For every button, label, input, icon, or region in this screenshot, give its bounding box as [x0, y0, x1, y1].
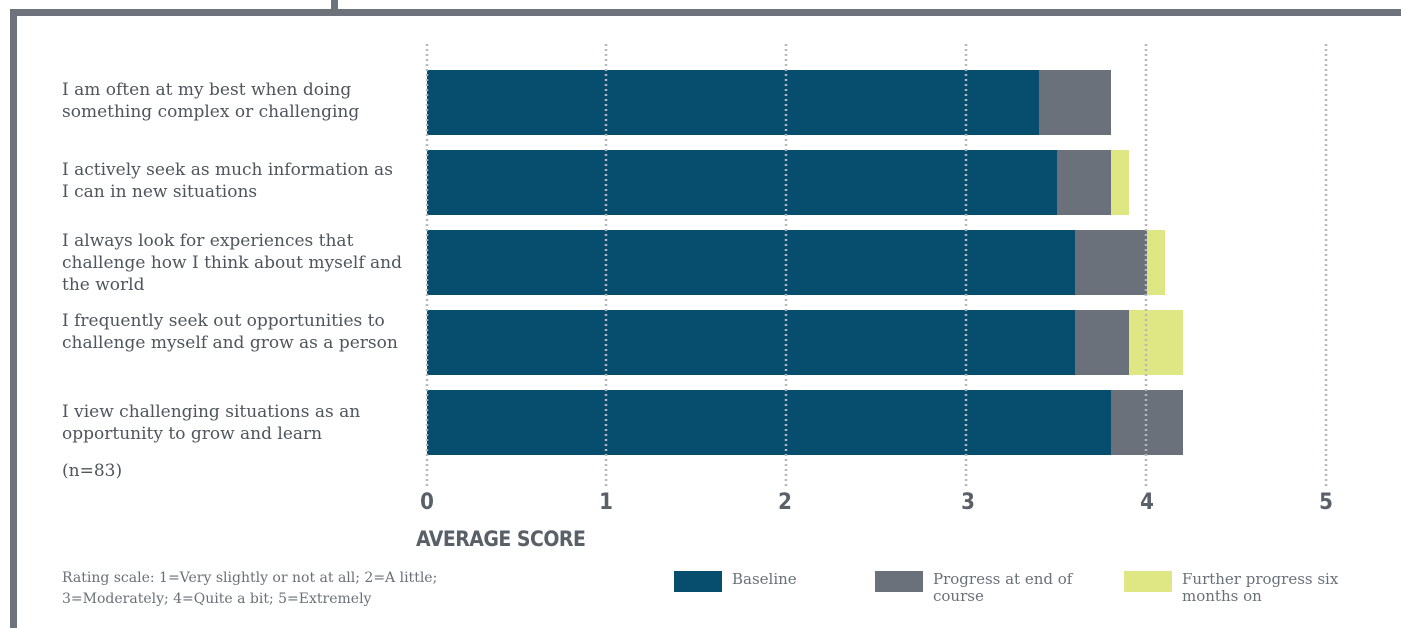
further-progress-bar-segment — [1111, 150, 1129, 215]
category-label: I frequently seek out opportunities to c… — [62, 311, 398, 353]
baseline-bar-segment — [427, 230, 1075, 295]
legend-label: Baseline — [732, 570, 797, 588]
legend-swatch — [1124, 571, 1172, 592]
baseline-bar-segment — [427, 150, 1057, 215]
x-tick-label: 5 — [1319, 490, 1333, 515]
legend-swatch — [674, 571, 722, 592]
frame-tab — [331, 0, 338, 14]
x-tick-label: 0 — [420, 490, 434, 515]
rating-scale-note: Rating scale: 1=Very slightly or not at … — [62, 570, 438, 607]
further-progress-bar-segment — [1129, 310, 1183, 375]
category-label: I always look for experiences that chall… — [62, 231, 403, 295]
progress-end-bar-segment — [1075, 230, 1147, 295]
x-tick-label: 1 — [599, 490, 613, 515]
baseline-bar-segment — [427, 310, 1075, 375]
category-label: I am often at my best when doing somethi… — [62, 80, 360, 122]
legend-label: Further progress six months on — [1182, 570, 1339, 605]
further-progress-bar-segment — [1147, 230, 1165, 295]
frame-left-border — [10, 9, 17, 628]
legend-swatch — [875, 571, 923, 592]
category-label: I view challenging situations as an oppo… — [62, 402, 361, 444]
progress-end-bar-segment — [1057, 150, 1111, 215]
x-tick-label: 4 — [1140, 490, 1154, 515]
sample-size-note: (n=83) — [62, 461, 123, 481]
legend-label: Progress at end of course — [933, 570, 1073, 605]
progress-end-bar-segment — [1075, 310, 1129, 375]
x-axis-title: AVERAGE SCORE — [416, 527, 586, 551]
baseline-bar-segment — [427, 70, 1039, 135]
x-tick-label: 3 — [961, 490, 975, 515]
frame-top-border — [10, 9, 1401, 16]
category-label: I actively seek as much information as I… — [62, 160, 393, 202]
x-tick-label: 2 — [778, 490, 792, 515]
baseline-bar-segment — [427, 390, 1111, 455]
progress-end-bar-segment — [1039, 70, 1111, 135]
